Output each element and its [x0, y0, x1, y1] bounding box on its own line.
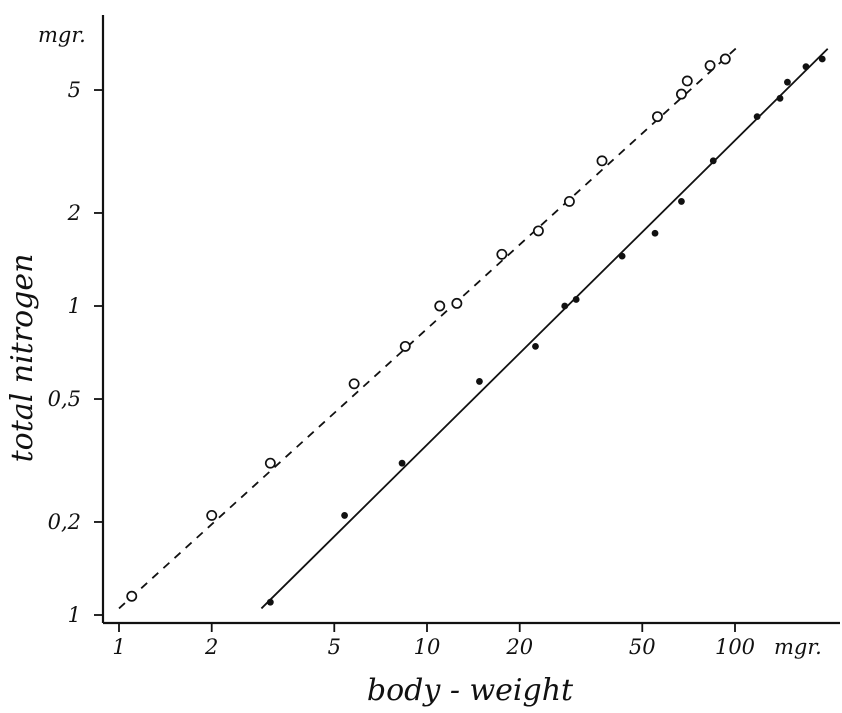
series-1-point	[496, 248, 508, 260]
series-2-point	[776, 94, 784, 102]
series-2-point	[561, 302, 569, 310]
series-1-point	[704, 60, 716, 72]
series-1-point	[651, 111, 663, 123]
series-2-point	[572, 296, 580, 303]
series-1-point	[399, 340, 411, 352]
y-tick-label: 1	[68, 603, 81, 627]
y-tick-label: 0,2	[48, 510, 81, 534]
series-2-point	[784, 78, 791, 86]
y-unit-label: mgr.	[38, 23, 86, 47]
y-tick-label: 0,5	[48, 387, 81, 411]
x-axis-title: body - weight	[367, 673, 574, 708]
series-1-point	[206, 509, 218, 521]
series-1-point	[596, 155, 608, 167]
series-2-point	[476, 378, 483, 385]
series-2-point	[341, 512, 348, 519]
y-axis-title: total nitrogen	[5, 254, 40, 463]
series-1-point	[264, 457, 276, 469]
x-tick-label: 20	[505, 635, 533, 659]
x-tick-label: 10	[414, 635, 441, 659]
series-2-fit-line	[260, 48, 829, 610]
series-1-point	[532, 225, 544, 237]
series-2-point	[651, 229, 659, 237]
series-2-point	[266, 598, 274, 606]
y-tick-label: 5	[68, 78, 81, 102]
series-2-point	[802, 63, 810, 71]
series-2-point	[709, 157, 717, 165]
series-1-fit-line	[118, 46, 739, 610]
x-tick-label: 2	[204, 635, 218, 659]
series-2-point	[532, 343, 539, 350]
x-tick-label: 1	[112, 635, 125, 659]
series-1-point	[451, 297, 463, 309]
series-2-point	[398, 459, 406, 467]
axes	[101, 15, 840, 625]
series-1-point	[675, 88, 687, 100]
y-tick-label: 2	[67, 201, 81, 225]
series-1-point	[126, 590, 138, 602]
series-1-point	[563, 195, 575, 207]
series-2-point	[753, 113, 761, 121]
x-tick-label: 100	[715, 635, 755, 659]
series-1-point	[434, 300, 446, 312]
x-unit-label: mgr.	[774, 635, 822, 659]
y-tick-label: 1	[68, 294, 81, 318]
data-points	[126, 53, 826, 606]
ticks: 1 2 5 10 20 50 100 1 0,2 0,5 1 2 5	[48, 78, 755, 659]
series-2-point	[678, 198, 685, 205]
series-2-point	[618, 252, 626, 260]
fit-lines	[118, 46, 829, 610]
series-1-point	[681, 75, 693, 87]
series-1-point	[348, 378, 360, 390]
x-tick-label: 50	[629, 635, 656, 659]
series-1-point	[719, 53, 731, 65]
series-2-point	[818, 55, 826, 63]
x-tick-label: 5	[328, 635, 341, 659]
